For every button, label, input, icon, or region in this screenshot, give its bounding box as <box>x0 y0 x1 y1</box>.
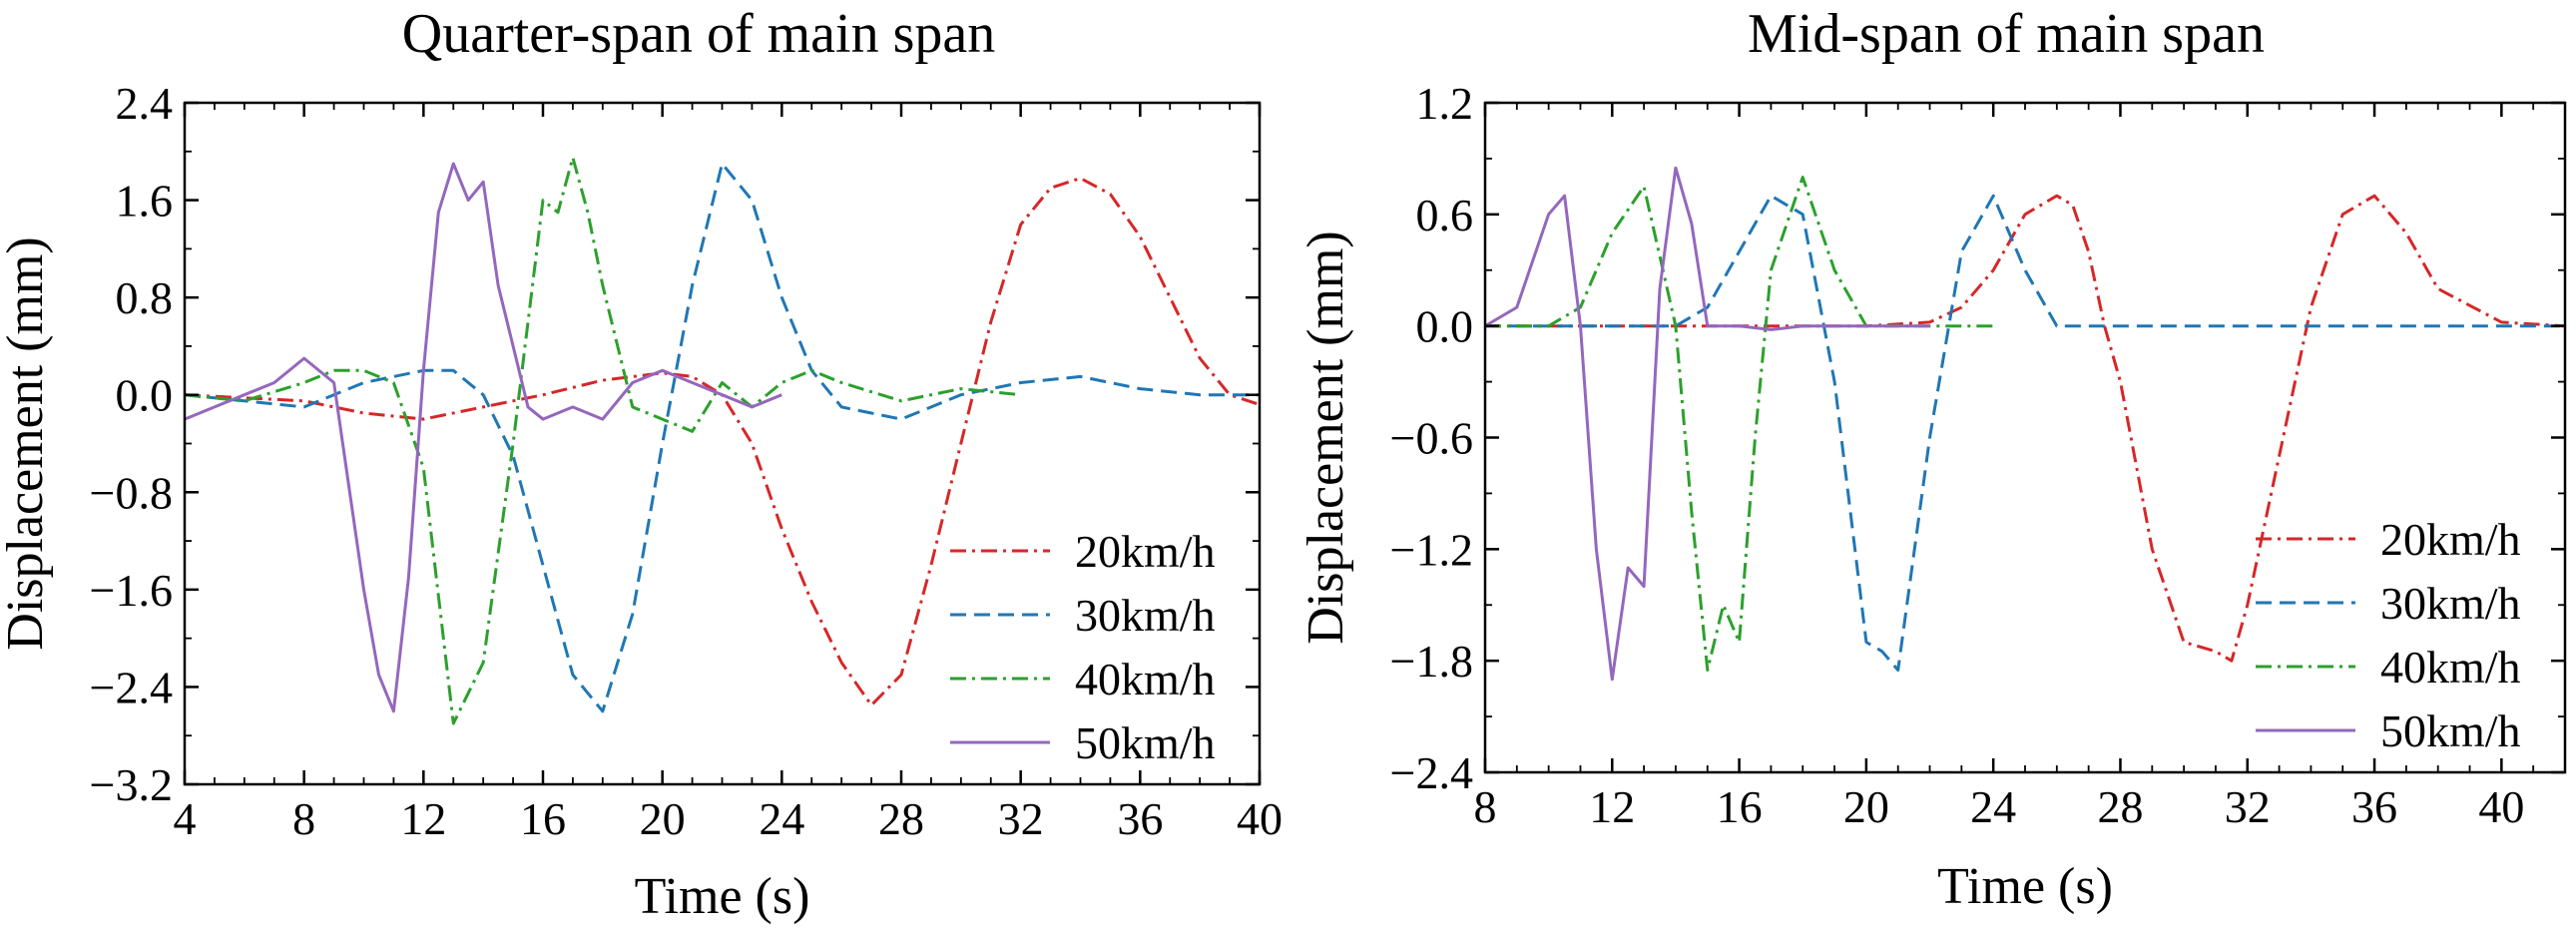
y-tick-label: −1.2 <box>1390 524 1473 575</box>
y-tick-label: 0.0 <box>116 370 174 421</box>
x-tick-label: 20 <box>640 793 686 844</box>
x-tick-label: 20 <box>1843 781 1889 832</box>
legend-label: 40km/h <box>1075 654 1216 704</box>
x-tick-label: 24 <box>1970 781 2016 832</box>
series-line-50km-per-h <box>185 162 782 713</box>
mid-span-panel: Mid-span of main span 8 12 16 20 24 28 32 36 40 −… <box>1297 3 2567 915</box>
y-tick-label: 1.6 <box>116 176 174 227</box>
legend: 20km/h 30km/h 40km/h 50km/h <box>2256 514 2521 756</box>
y-tick-label: 1.2 <box>1416 78 1474 129</box>
legend-label: 50km/h <box>2380 705 2521 756</box>
series-line-40km-per-h <box>1485 176 1994 672</box>
x-tick-label: 12 <box>1589 781 1635 832</box>
x-tick-label: 32 <box>998 793 1044 844</box>
y-tick-label: 0.6 <box>1416 190 1474 240</box>
legend-label: 20km/h <box>2380 514 2521 565</box>
y-tick-label: −2.4 <box>1390 747 1473 798</box>
chart-title: Mid-span of main span <box>1748 3 2265 65</box>
x-tick-label: 36 <box>1117 793 1163 844</box>
x-tick-label: 16 <box>1717 781 1763 832</box>
chart-title: Quarter-span of main span <box>402 3 995 65</box>
x-axis-label: Time (s) <box>635 868 810 925</box>
legend: 20km/h 30km/h 40km/h 50km/h <box>950 526 1216 768</box>
series-line-30km-per-h <box>185 162 1260 713</box>
x-tick-label: 24 <box>759 793 804 844</box>
series-line-40km-per-h <box>185 156 1021 725</box>
y-tick-label: −1.8 <box>1390 636 1473 687</box>
series-line-30km-per-h <box>1485 194 2565 672</box>
x-axis-label: Time (s) <box>1937 858 2113 915</box>
x-tick-label: 32 <box>2225 781 2271 832</box>
x-tick-label: 28 <box>2097 781 2143 832</box>
x-tick-label: 8 <box>292 793 315 844</box>
series-line-50km-per-h <box>1485 166 1930 682</box>
x-tick-label: 12 <box>400 793 446 844</box>
legend-label: 30km/h <box>1075 590 1216 641</box>
x-tick-label: 40 <box>2478 781 2524 832</box>
y-tick-label: 0.8 <box>116 272 174 323</box>
x-tick-label: 36 <box>2351 781 2397 832</box>
legend-label: 30km/h <box>2380 578 2521 629</box>
x-tick-label: 16 <box>520 793 566 844</box>
y-axis-label: Displacement (mm) <box>1297 231 1354 644</box>
series-line-20km-per-h <box>1485 194 2565 663</box>
x-tick-label: 8 <box>1474 781 1497 832</box>
legend-label: 50km/h <box>1075 717 1216 768</box>
y-axis-label: Displacement (mm) <box>0 236 54 650</box>
legend-label: 40km/h <box>2380 642 2521 693</box>
y-tick-label: −0.8 <box>90 467 173 518</box>
x-tick-label: 40 <box>1237 793 1283 844</box>
y-tick-label: 0.0 <box>1416 301 1474 352</box>
quarter-span-panel: Quarter-span of main span 4 8 12 16 20 24 28 32… <box>0 3 1283 925</box>
series-line-20km-per-h <box>185 177 1260 707</box>
y-tick-label: −3.2 <box>90 759 173 810</box>
y-tick-label: −2.4 <box>90 662 173 712</box>
legend-label: 20km/h <box>1075 526 1216 577</box>
y-tick-label: 2.4 <box>116 78 174 129</box>
y-tick-label: −0.6 <box>1390 413 1473 464</box>
x-tick-label: 28 <box>878 793 924 844</box>
x-tick-label: 4 <box>174 793 197 844</box>
y-tick-label: −1.6 <box>90 565 173 616</box>
